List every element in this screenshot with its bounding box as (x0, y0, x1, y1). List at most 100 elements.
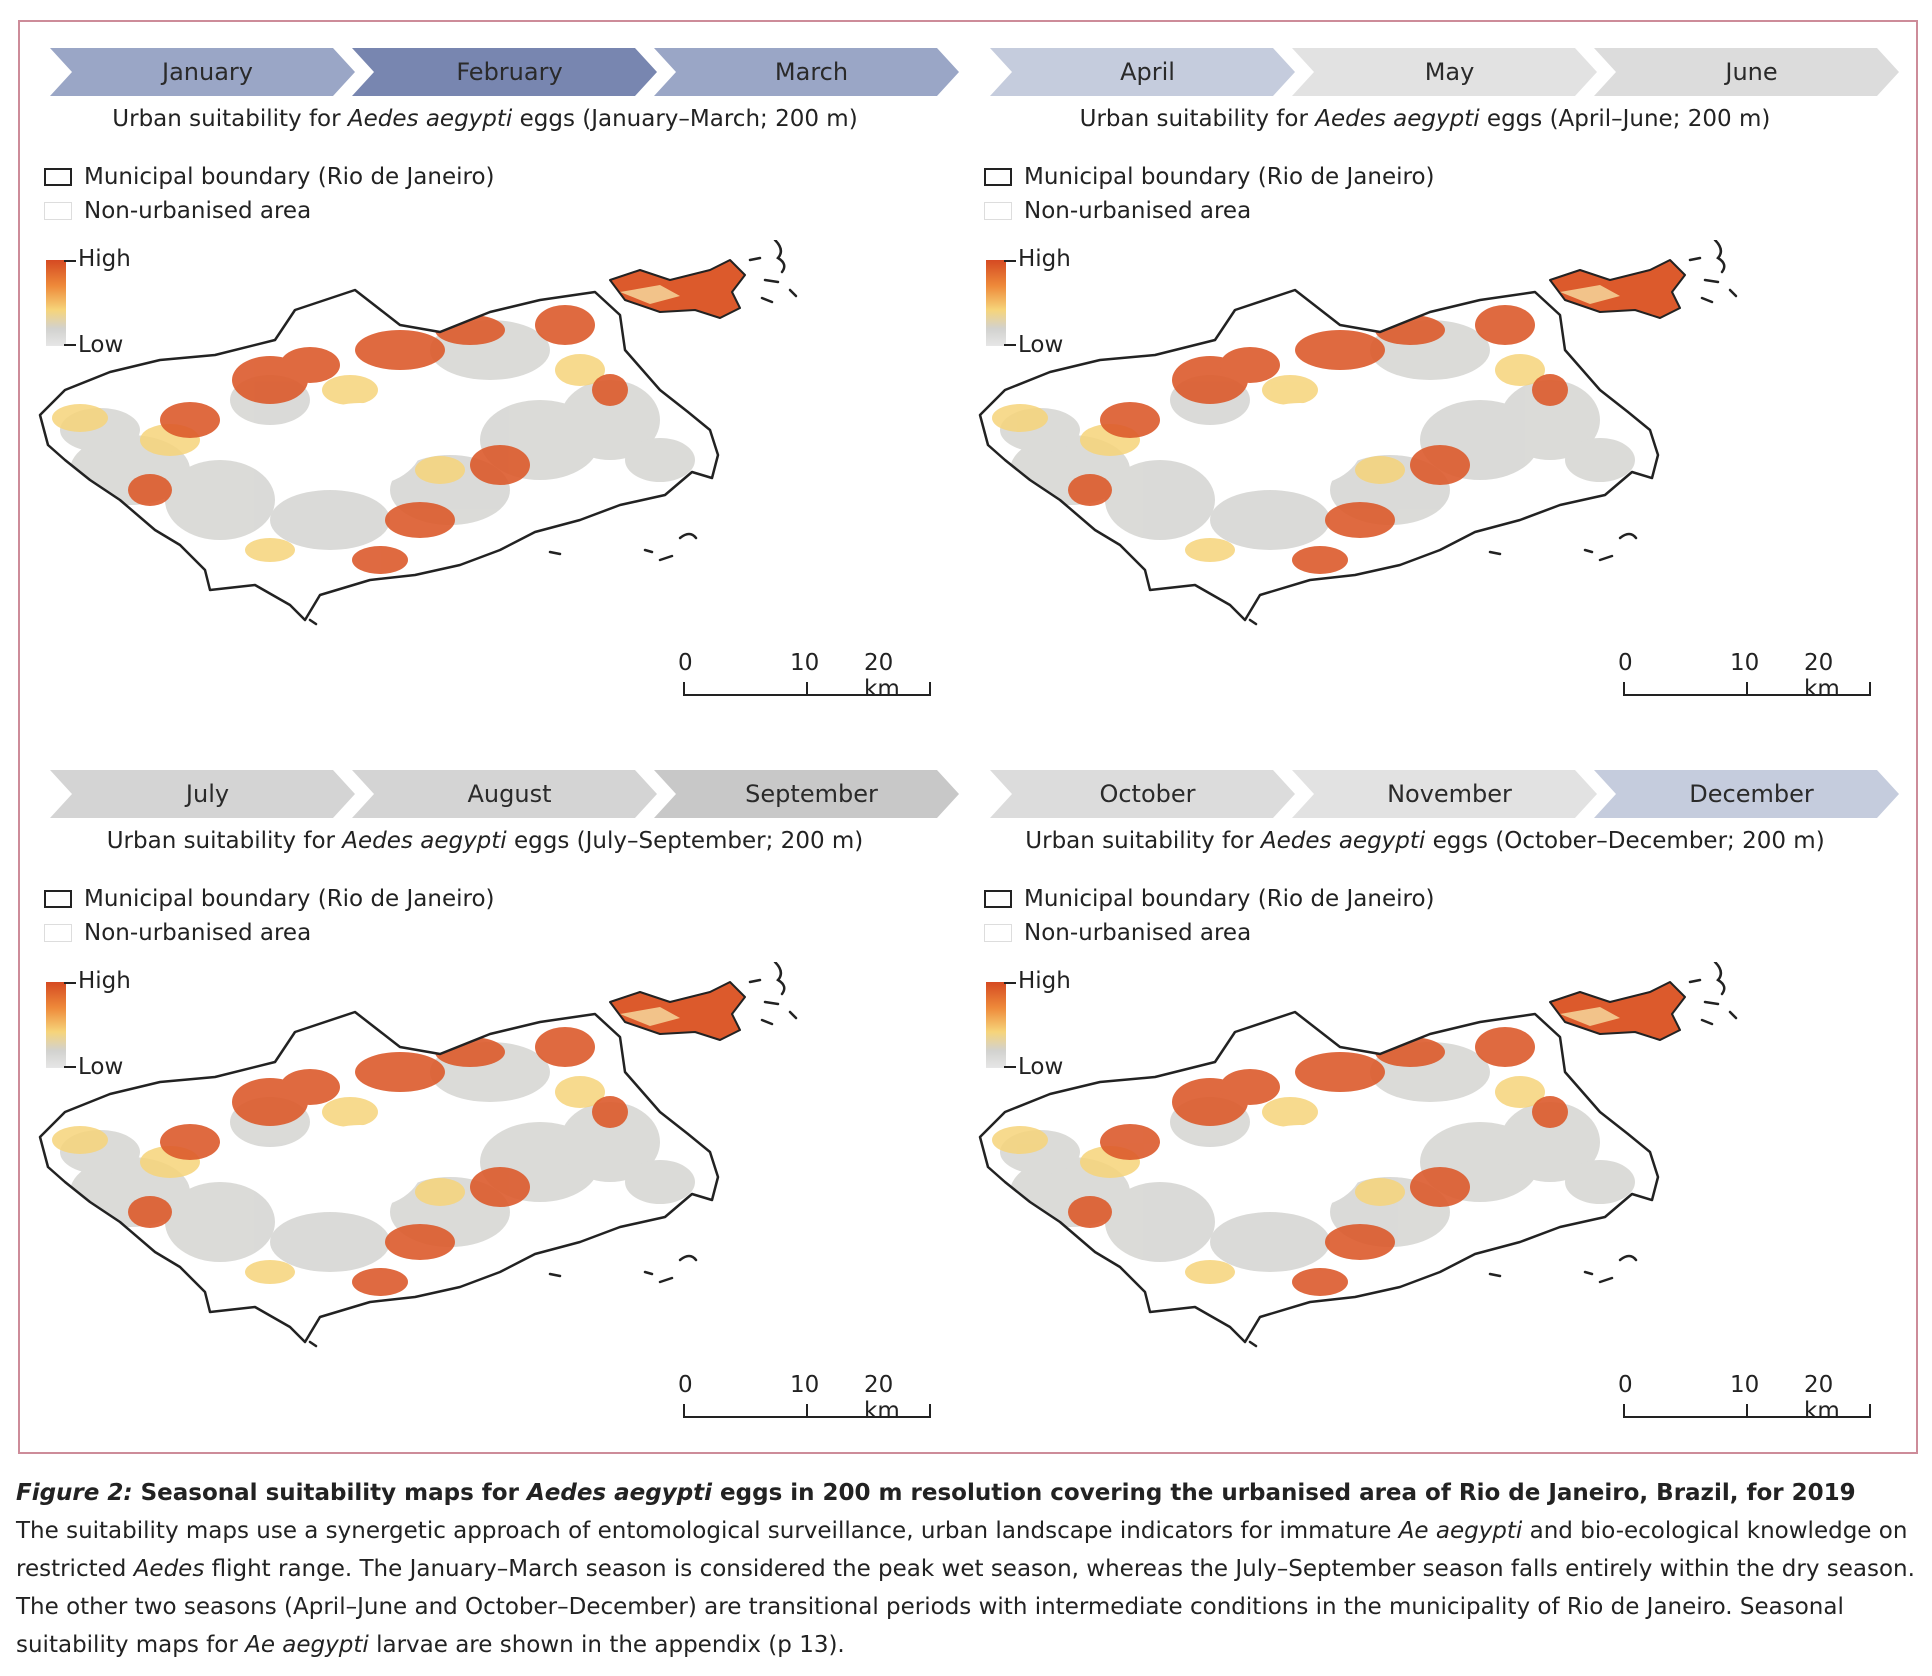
panel-title: Urban suitability for Aedes aegypti eggs… (106, 828, 864, 854)
scale-tick (929, 1404, 931, 1418)
colorbar-tick-low (64, 1066, 76, 1068)
suitability-map (38, 240, 798, 626)
month-timeline: October November December (990, 770, 1900, 818)
month-timeline: April May June (990, 48, 1900, 96)
caption-body: The suitability maps use a synergetic ap… (16, 1518, 1915, 1658)
panel-title: Urban suitability for Aedes aegypti eggs… (1025, 828, 1825, 854)
legend-boundary-label: Municipal boundary (Rio de Janeiro) (84, 164, 495, 190)
month-chevron: December (1594, 770, 1899, 818)
legend-nonurban-label: Non-urbanised area (84, 198, 312, 224)
legend-boundary-label: Municipal boundary (Rio de Janeiro) (1024, 886, 1435, 912)
legend-boundary: Municipal boundary (Rio de Janeiro) (44, 162, 495, 192)
colorbar-tick-low (64, 344, 76, 346)
low-suitability-areas (1000, 320, 1635, 550)
suitability-colorbar (46, 982, 66, 1068)
suitability-map (38, 962, 798, 1348)
legend-boundary-label: Municipal boundary (Rio de Janeiro) (84, 886, 495, 912)
suitability-colorbar (986, 260, 1006, 346)
medium-suitability-areas (52, 1076, 605, 1284)
legend-nonurban: Non-urbanised area (44, 918, 311, 948)
municipal-boundary (978, 1010, 1660, 1344)
month-chevron: September (654, 770, 959, 818)
figure-caption: Figure 2: Seasonal suitability maps for … (16, 1474, 1916, 1664)
scale-label-20: 20 km (864, 1372, 900, 1424)
map-panel-4: October November December Urban suitabil… (960, 744, 1890, 1454)
scale-label-0: 0 (1618, 650, 1633, 676)
legend-nonurban: Non-urbanised area (44, 196, 311, 226)
ilha-do-governador (609, 981, 746, 1041)
boundary-swatch (984, 890, 1012, 908)
scale-label-20: 20 km (1804, 1372, 1840, 1424)
nonurban-swatch (984, 202, 1012, 220)
panel-title: Urban suitability for Aedes aegypti eggs… (1079, 106, 1771, 132)
map-fill (980, 1012, 1658, 1342)
scale-tick (683, 682, 685, 696)
legend-boundary: Municipal boundary (Rio de Janeiro) (984, 884, 1435, 914)
colorbar-high-label: High (78, 968, 131, 994)
nonurban-swatch (984, 924, 1012, 942)
figure-frame (18, 20, 1918, 1454)
scale-tick (929, 682, 931, 696)
map-panel-1: January February March Urban suitability… (20, 22, 950, 732)
offshore-islands (1248, 962, 1738, 1348)
scale-tick (683, 1404, 685, 1418)
legend-nonurban-label: Non-urbanised area (1024, 198, 1252, 224)
colorbar-tick-low (1004, 344, 1016, 346)
ilha-do-governador (609, 259, 746, 319)
ilha-do-governador (1549, 259, 1686, 319)
scale-bar: 0 10 20 km (1590, 650, 1871, 710)
scale-label-10: 10 (1730, 1372, 1760, 1398)
scale-tick (1623, 1404, 1625, 1418)
month-chevron: April (990, 48, 1295, 96)
colorbar-tick-high (1004, 260, 1016, 262)
medium-suitability-areas (52, 354, 605, 562)
scale-label-20: 20 km (864, 650, 900, 702)
legend-boundary: Municipal boundary (Rio de Janeiro) (44, 884, 495, 914)
scale-tick (1746, 1404, 1748, 1418)
municipal-boundary (978, 288, 1660, 622)
suitability-map (978, 240, 1738, 626)
map-fill (40, 290, 718, 620)
legend-nonurban: Non-urbanised area (984, 918, 1251, 948)
nonurban-swatch (44, 924, 72, 942)
offshore-islands (1248, 240, 1738, 626)
map-panel-2: April May June Urban suitability for Aed… (960, 22, 1890, 732)
high-suitability-areas (1068, 305, 1568, 574)
month-chevron: October (990, 770, 1295, 818)
municipal-boundary (38, 288, 720, 622)
colorbar-tick-high (64, 982, 76, 984)
boundary-swatch (44, 890, 72, 908)
scale-label-10: 10 (1730, 650, 1760, 676)
panel-title: Urban suitability for Aedes aegypti eggs… (112, 106, 858, 132)
suitability-colorbar (986, 982, 1006, 1068)
municipal-boundary (38, 1010, 720, 1344)
suitability-colorbar (46, 260, 66, 346)
boundary-swatch (984, 168, 1012, 186)
month-timeline: July August September (50, 770, 960, 818)
legend-boundary-label: Municipal boundary (Rio de Janeiro) (1024, 164, 1435, 190)
legend-boundary: Municipal boundary (Rio de Janeiro) (984, 162, 1435, 192)
month-chevron: January (50, 48, 355, 96)
scale-label-0: 0 (678, 1372, 693, 1398)
map-fill (40, 1012, 718, 1342)
scale-tick (806, 1404, 808, 1418)
legend-nonurban-label: Non-urbanised area (1024, 920, 1252, 946)
colorbar-low-label: Low (78, 1054, 124, 1080)
colorbar-high-label: High (78, 246, 131, 272)
caption-heading: Figure 2: Seasonal suitability maps for … (16, 1480, 1856, 1506)
offshore-islands (308, 240, 798, 626)
colorbar-low-label: Low (78, 332, 124, 358)
offshore-islands (308, 962, 798, 1348)
scale-label-0: 0 (678, 650, 693, 676)
scale-label-10: 10 (790, 650, 820, 676)
month-chevron: June (1594, 48, 1899, 96)
scale-tick (1746, 682, 1748, 696)
month-timeline: January February March (50, 48, 960, 96)
map-panel-3: July August September Urban suitability … (20, 744, 950, 1454)
colorbar-tick-high (64, 260, 76, 262)
scale-bar: 0 10 20 km (650, 650, 931, 710)
boundary-swatch (44, 168, 72, 186)
month-chevron: November (1292, 770, 1597, 818)
ilha-do-governador (1549, 981, 1686, 1041)
scale-tick (806, 682, 808, 696)
